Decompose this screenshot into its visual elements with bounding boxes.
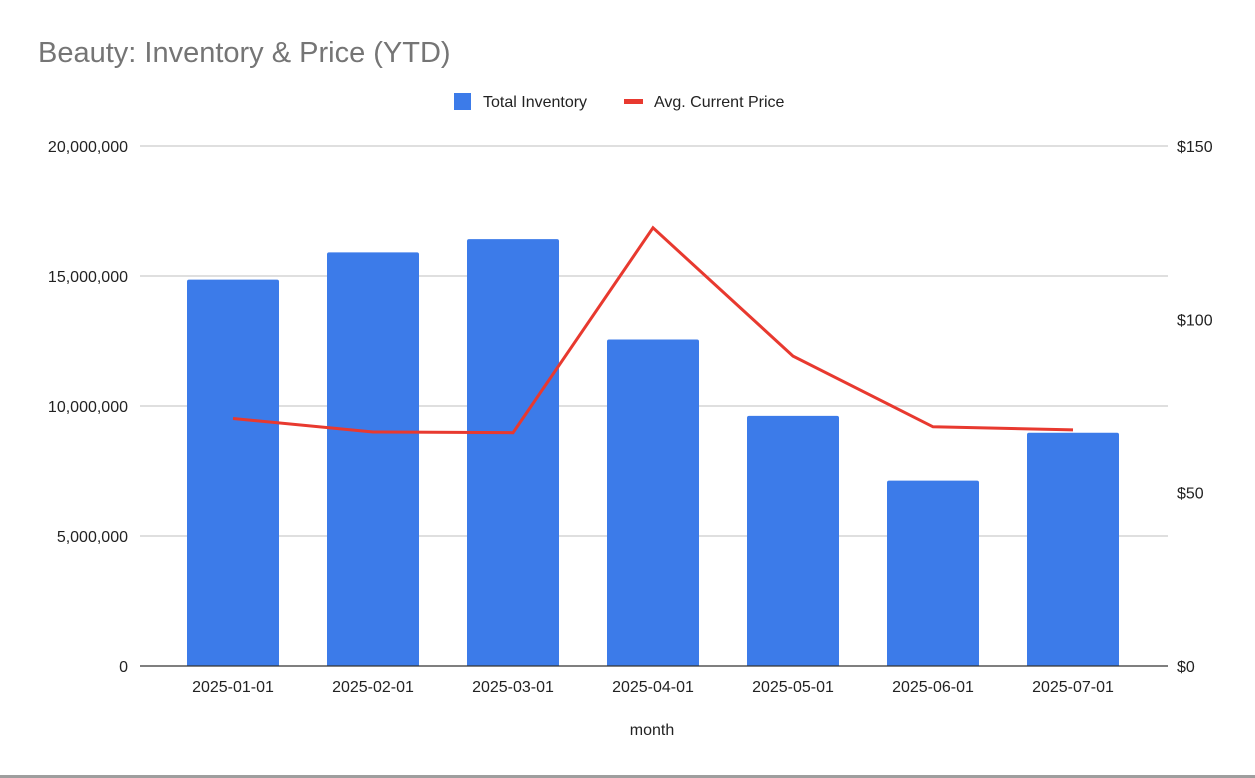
x-tick-label: 2025-07-01 [1032,679,1114,696]
x-tick-label: 2025-02-01 [332,679,414,696]
bar-2025-01-01 [187,279,279,666]
y2-tick-label: $50 [1177,486,1204,503]
x-tick-label: 2025-06-01 [892,679,974,696]
x-axis-label: month [630,722,674,739]
legend-label-price: Avg. Current Price [654,94,785,111]
legend-swatch-inventory [454,93,471,110]
bottom-border [0,775,1255,778]
bar-2025-03-01 [467,239,559,666]
bar-2025-07-01 [1027,432,1119,666]
x-tick-label: 2025-04-01 [612,679,694,696]
y-tick-label: 20,000,000 [48,139,128,156]
legend: Total Inventory Avg. Current Price [454,93,785,111]
y-tick-label: 15,000,000 [48,269,128,286]
y-tick-label: 5,000,000 [57,529,128,546]
bar-2025-05-01 [747,415,839,666]
bar-2025-06-01 [887,480,979,666]
bar-2025-04-01 [607,339,699,666]
x-tick-label: 2025-01-01 [192,679,274,696]
chart-title: Beauty: Inventory & Price (YTD) [38,37,451,69]
bar-2025-02-01 [327,252,419,666]
legend-swatch-price [624,99,643,104]
x-tick-label: 2025-05-01 [752,679,834,696]
y-tick-label: 0 [119,659,128,676]
y2-tick-label: $100 [1177,312,1213,329]
y2-tick-label: $150 [1177,139,1213,156]
x-tick-label: 2025-03-01 [472,679,554,696]
y-tick-label: 10,000,000 [48,399,128,416]
y2-tick-label: $0 [1177,659,1195,676]
legend-label-inventory: Total Inventory [483,94,587,111]
